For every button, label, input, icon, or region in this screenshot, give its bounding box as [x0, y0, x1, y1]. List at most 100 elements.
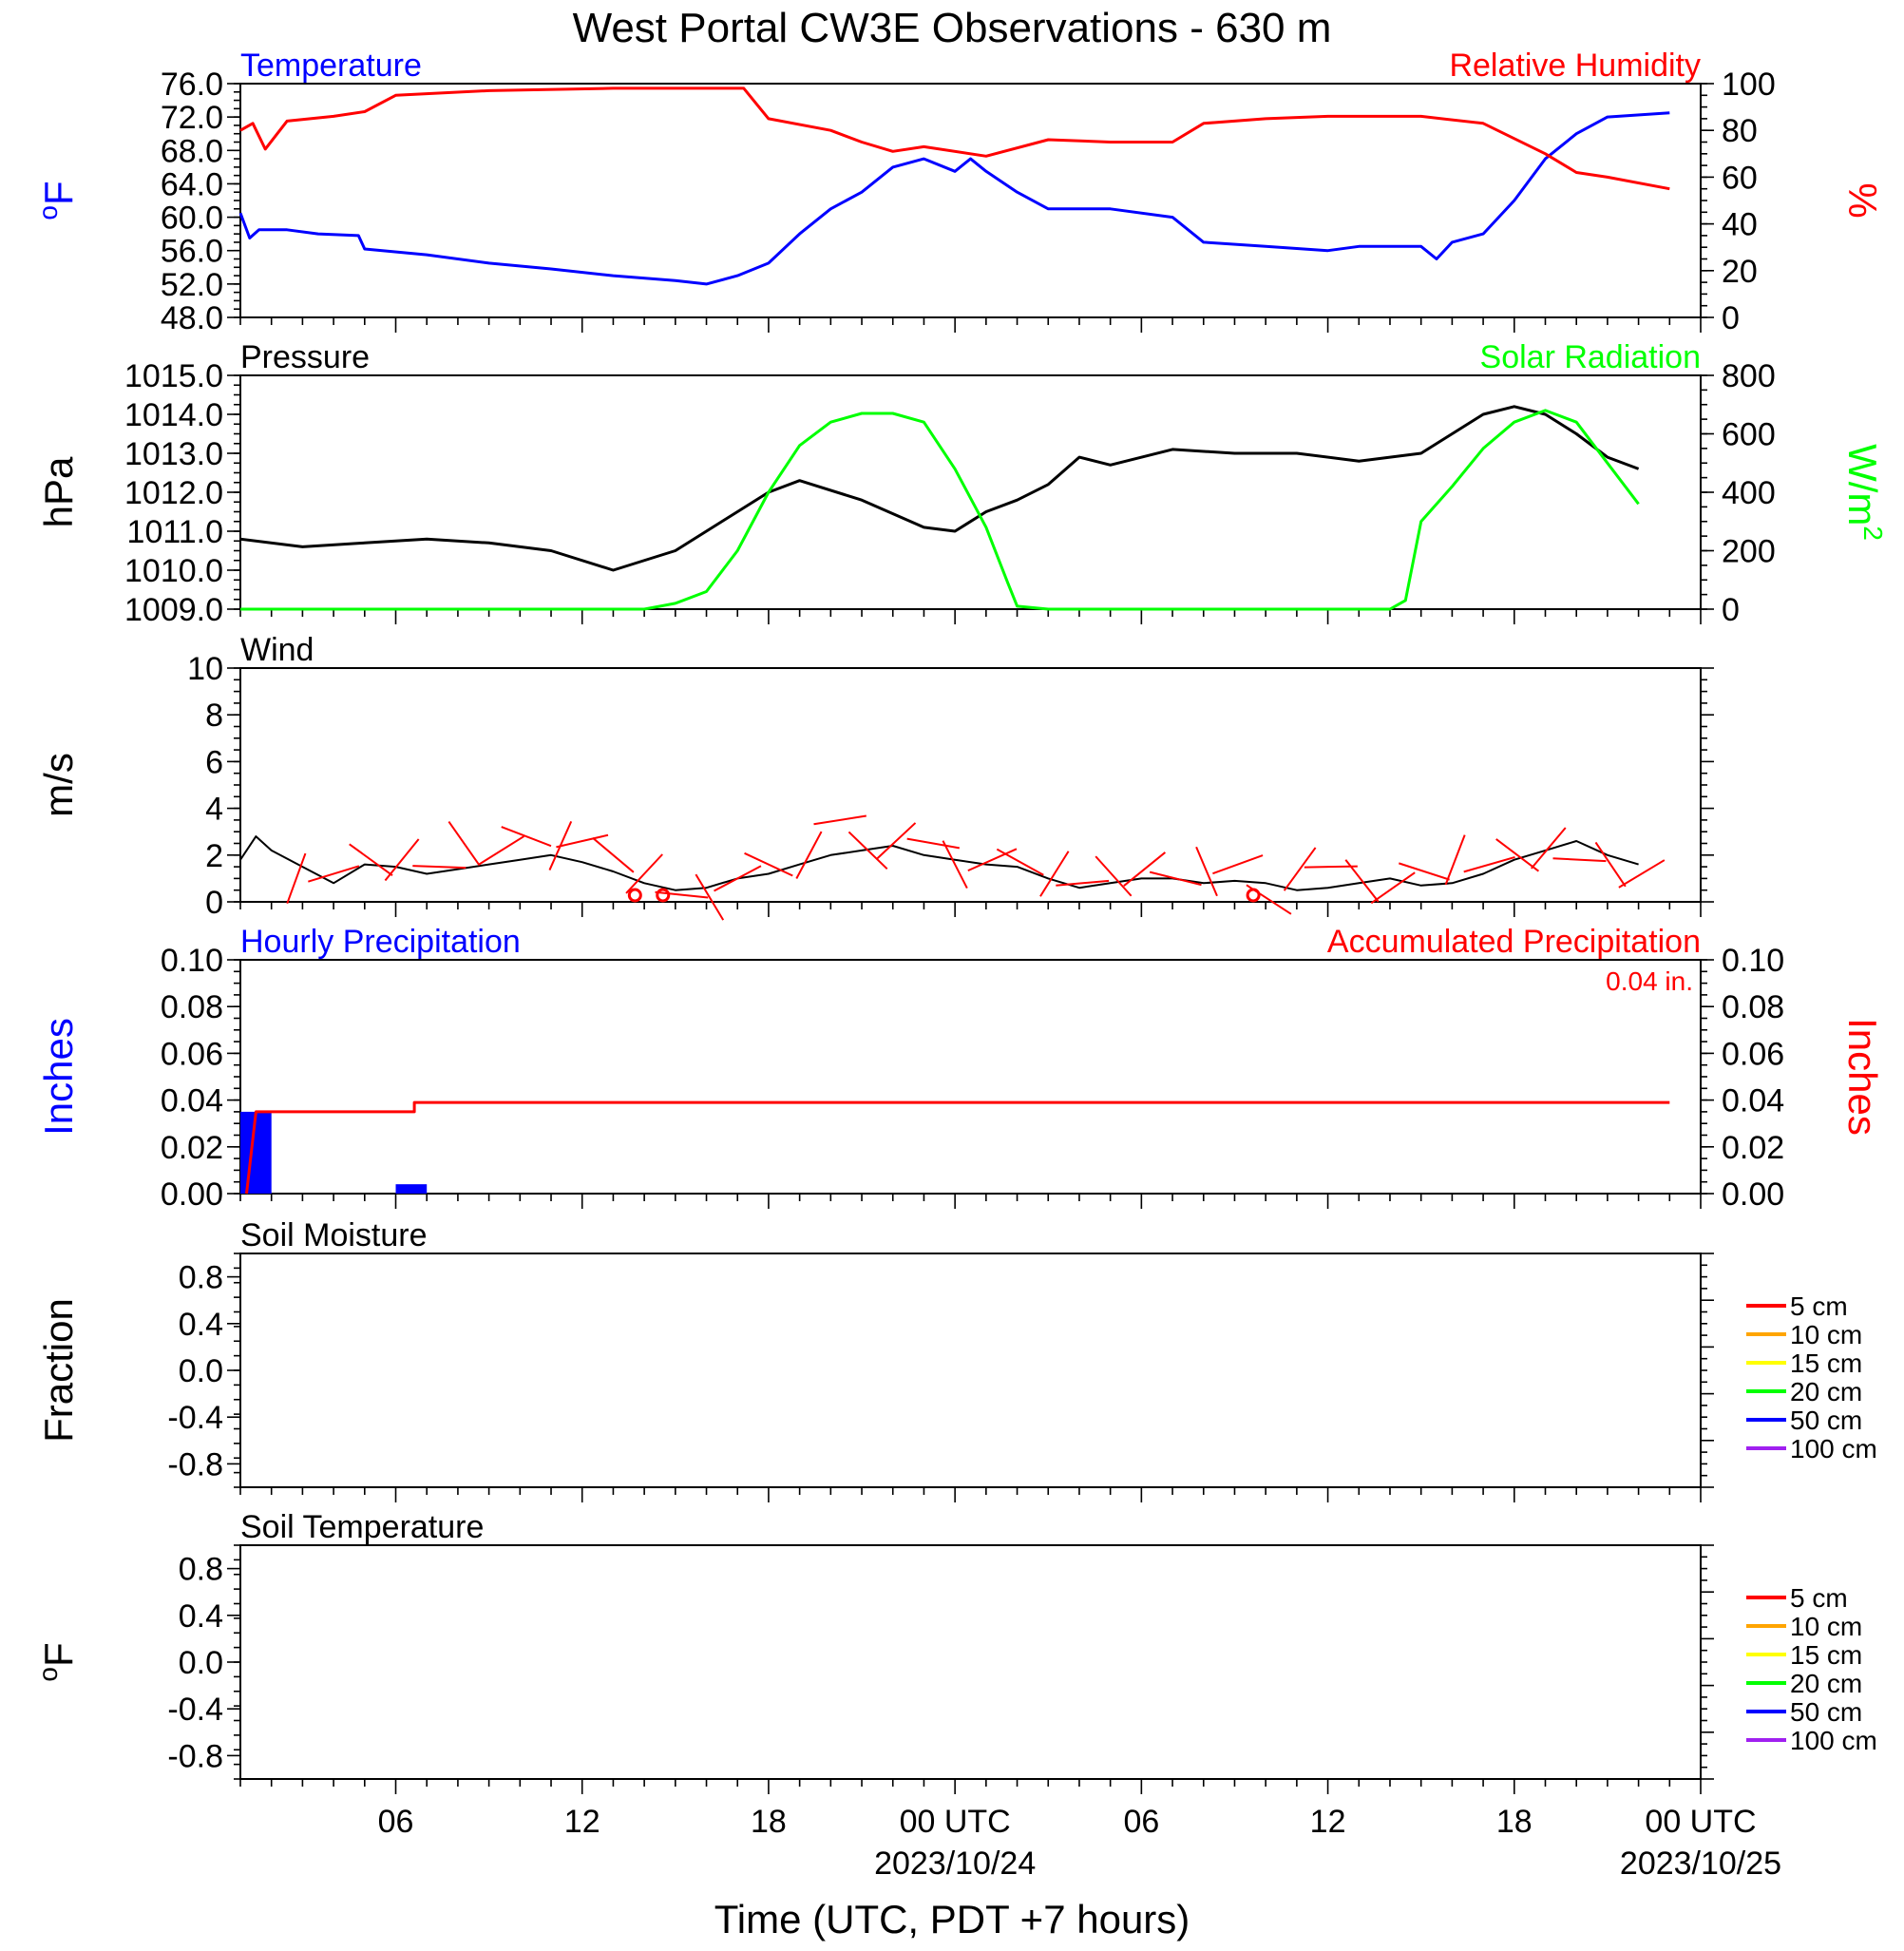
y-axis-label-right: W/m2 [1840, 444, 1888, 541]
panel-left-title: Soil Temperature [240, 1509, 484, 1545]
wind-barb [1149, 870, 1202, 887]
y-tick-label-right: 100 [1722, 67, 1776, 103]
legend-label: 20 cm [1790, 1377, 1862, 1406]
wind-barb [1444, 834, 1466, 886]
y-tick-label-right: 20 [1722, 254, 1758, 290]
legend-label: 50 cm [1790, 1697, 1862, 1727]
wind-barb [906, 837, 961, 850]
y-tick-label-right: 0 [1722, 300, 1740, 336]
time-axis: 06 12 18 00 UTC 2023/10/24 06 12 18 00 UTC 2023/1… [378, 1804, 1781, 1882]
wind-barb [1212, 854, 1264, 875]
y-tick-label-right: 0.08 [1722, 989, 1784, 1025]
y-axis-label-left: m/s [36, 753, 81, 817]
plot-frame [239, 83, 1702, 318]
y-tick-label-left: 10 [187, 651, 223, 687]
series-line-0 [239, 405, 1640, 572]
y-tick-label-left: 48.0 [161, 300, 223, 336]
x-tick-label: 06 [378, 1804, 414, 1840]
legend-label: 15 cm [1790, 1348, 1862, 1378]
wind-barb [1304, 865, 1358, 869]
accumulated-total-label: 0.04 in. [1606, 966, 1693, 996]
panel-right-title: Accumulated Precipitation [1327, 924, 1701, 960]
series-line-1 [239, 86, 1670, 191]
y-tick-label-left: 0.8 [179, 1552, 223, 1588]
series-line-0 [239, 835, 1639, 891]
y-tick-label-left: 8 [205, 698, 223, 734]
panel-wind: Wind m/s 10 8 6 4 2 0 [36, 632, 1714, 921]
y-tick-label-left: 0.06 [161, 1036, 223, 1072]
wind-barb [1618, 859, 1666, 889]
wind-barb [875, 822, 917, 860]
plot-frame [239, 1253, 1702, 1488]
legend-label: 10 cm [1790, 1612, 1862, 1641]
x-tick-label: 00 UTC [900, 1804, 1011, 1840]
y-tick-label-right: 0.06 [1722, 1036, 1784, 1072]
wind-barb [847, 831, 888, 870]
wind-barb [1495, 838, 1540, 872]
y-tick-label-right: 0 [1722, 592, 1740, 628]
panel-left-title: Wind [240, 632, 314, 668]
legend-label: 100 cm [1790, 1726, 1877, 1755]
panel-soil-moisture: Soil Moisture Fraction 0.8 0.4 0.0 -0.4 -0.8 5 … [36, 1217, 1877, 1502]
y-axis-label-right: Inches [1840, 1018, 1885, 1136]
y-tick-label-left: 52.0 [161, 267, 223, 303]
legend-label: 50 cm [1790, 1406, 1862, 1435]
x-axis-label: Time (UTC, PDT +7 hours) [714, 1897, 1190, 1941]
wind-barb [744, 851, 793, 877]
wind-barb [967, 848, 1018, 872]
wind-barb [1095, 855, 1133, 897]
y-tick-label-left: 60.0 [161, 201, 223, 237]
unit-f: F [36, 1642, 81, 1667]
figure-title: West Portal CW3E Observations - 630 m [573, 5, 1332, 51]
y-tick-label-left: 56.0 [161, 234, 223, 270]
y-tick-label-left: 0.8 [179, 1260, 223, 1296]
y-axis-label-right: % [1840, 182, 1885, 218]
y-tick-label-left: 1011.0 [127, 514, 223, 550]
degree-o: o [33, 1667, 63, 1682]
y-tick-label-left: 76.0 [161, 67, 223, 103]
wind-barb [1399, 862, 1450, 881]
wind-barb [1039, 851, 1070, 897]
wind-barb [625, 853, 663, 894]
legend-label: 5 cm [1790, 1291, 1848, 1321]
panel-left-title: Pressure [240, 339, 370, 375]
y-axis-label-left: Fraction [36, 1298, 81, 1443]
wind-barb [501, 826, 552, 848]
wind-barb [1530, 827, 1567, 870]
y-tick-label-right: 600 [1722, 417, 1776, 453]
wind-barb [1056, 879, 1110, 887]
legend-label: 15 cm [1790, 1640, 1862, 1670]
wind-barb [1123, 851, 1167, 887]
series-line-0 [238, 111, 1670, 286]
wind-barb [384, 838, 420, 882]
legend-label: 5 cm [1790, 1583, 1848, 1613]
y-tick-label-left: 1012.0 [124, 475, 223, 511]
calm-wind-marker [656, 888, 671, 903]
wind-barb [1370, 871, 1416, 905]
x-tick-label: 12 [564, 1804, 600, 1840]
unit-wm: W/m [1840, 444, 1885, 526]
y-tick-label-left: -0.4 [167, 1692, 223, 1728]
wind-barb [996, 848, 1044, 876]
y-tick-label-left: 1015.0 [124, 358, 223, 394]
plot-frame [239, 374, 1702, 610]
panel-left-title: Soil Moisture [240, 1217, 428, 1253]
y-tick-label-left: 1013.0 [124, 436, 223, 472]
wind-barb [1463, 855, 1515, 873]
y-axis-label-left: oF [33, 181, 81, 220]
x-tick-label: 06 [1123, 1804, 1159, 1840]
calm-wind-marker [1246, 888, 1261, 903]
y-axis-label-left: Inches [36, 1018, 81, 1136]
wind-barb [478, 835, 524, 866]
y-axis-label-left: hPa [36, 456, 81, 527]
panel-right-title: Solar Radiation [1480, 339, 1701, 375]
y-tick-label-left: 2 [205, 838, 223, 874]
y-tick-label-right: 0.00 [1722, 1176, 1784, 1213]
wind-barb [412, 865, 466, 870]
y-tick-label-left: 0.04 [161, 1083, 223, 1119]
wind-barb [1552, 857, 1607, 863]
y-tick-label-right: 800 [1722, 358, 1776, 394]
y-tick-label-right: 0.10 [1722, 943, 1784, 979]
